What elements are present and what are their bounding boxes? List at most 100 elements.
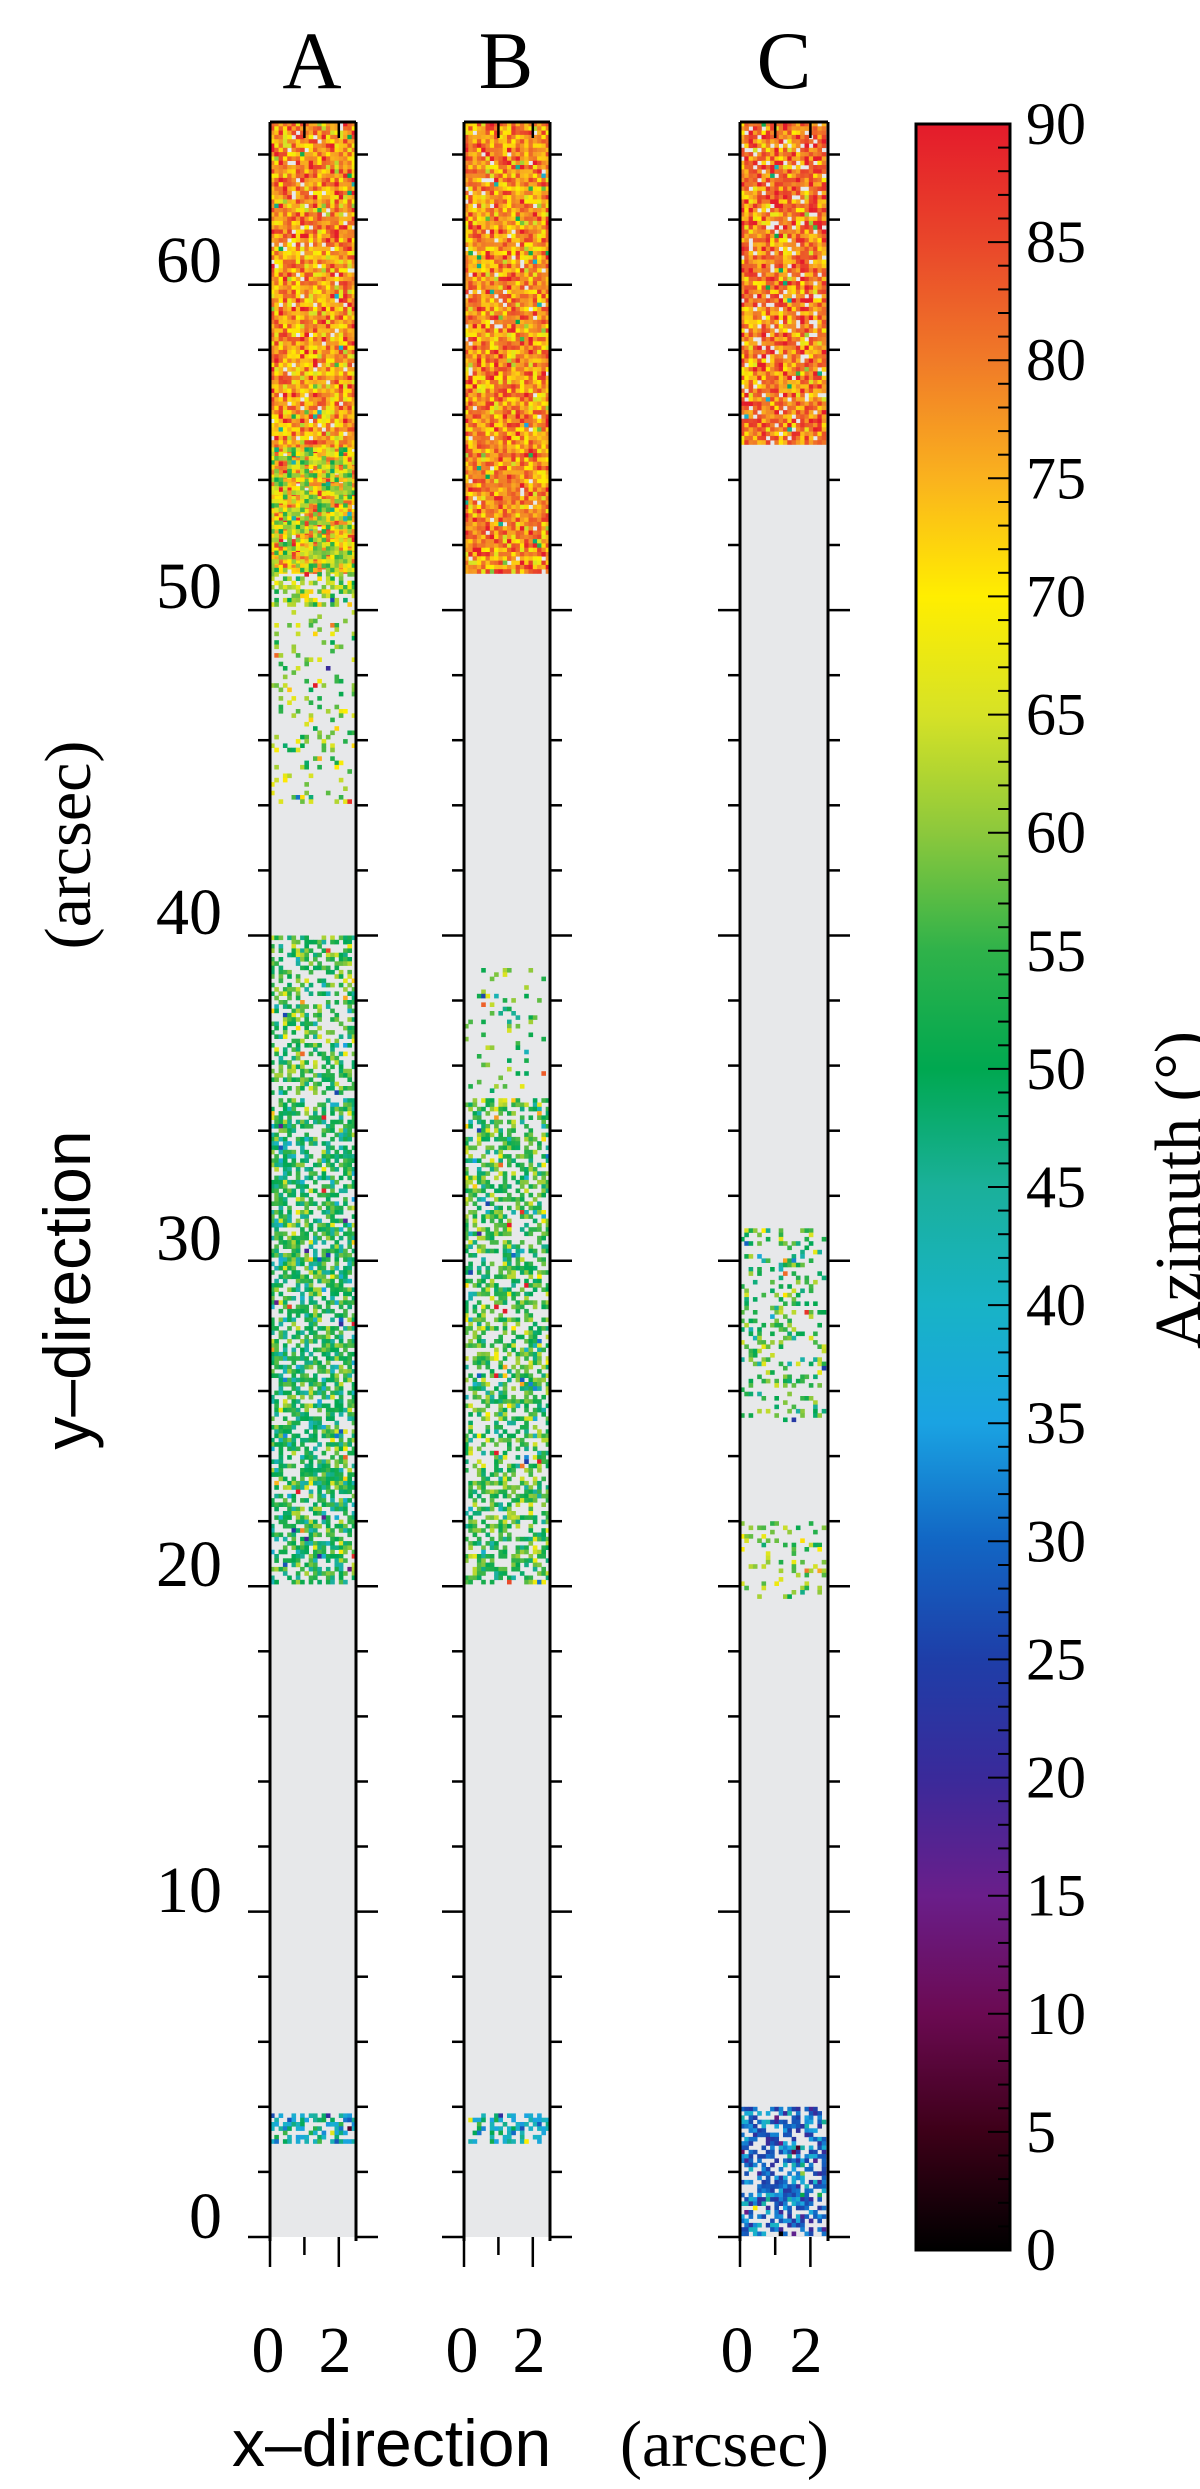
map-cell [278,263,284,269]
map-cell [304,362,309,368]
map-cell [308,1197,314,1202]
map-cell [300,2113,305,2118]
map-cell [338,1390,344,1396]
map-cell [308,1321,314,1327]
map-cell [317,1420,322,1426]
map-cell [300,1274,305,1280]
map-cell [347,559,352,564]
map-cell [274,311,279,316]
map-cell [295,1433,301,1439]
map-cell [338,255,344,260]
map-cell [291,444,297,450]
map-cell [295,1287,301,1292]
map-cell [511,147,516,153]
map-cell [313,444,318,450]
map-cell [347,315,352,321]
map-cell [351,332,357,338]
map-cell [334,354,340,359]
map-cell [347,1132,352,1138]
map-cell [295,1222,301,1228]
map-cell [330,311,335,316]
map-cell [291,1541,297,1546]
map-cell [282,1485,288,1490]
map-cell [270,431,275,437]
map-cell [317,302,322,308]
map-cell [304,1149,309,1155]
map-cell [274,567,279,573]
map-cell [282,427,288,432]
map-cell [321,1463,327,1469]
map-cell [338,1304,344,1310]
map-cell [347,1498,352,1503]
map-cell [330,238,335,243]
map-cell [334,490,340,495]
map-cell [338,2130,344,2136]
map-cell [278,1115,284,1120]
map-cell [330,285,335,290]
map-cell [274,1008,279,1014]
map-cell [545,177,551,183]
map-cell [287,995,292,1001]
map-cell [532,160,538,166]
map-cell [304,1192,309,1198]
map-cell [343,263,348,269]
map-cell [287,1253,292,1258]
map-cell [541,165,546,170]
map-cell [532,233,538,239]
map-cell [347,380,352,385]
map-cell [334,195,340,200]
map-cell [270,1468,275,1473]
map-cell [308,1523,314,1529]
map-cell [295,537,301,543]
map-cell [489,130,495,136]
map-cell [295,1171,301,1176]
map-cell [347,534,352,540]
map-cell [321,939,327,945]
map-cell [347,1412,352,1417]
map-cell [291,1231,297,1237]
map-cell [485,186,491,192]
map-cell [274,564,279,570]
map-cell [317,453,322,458]
map-cell [343,995,348,1001]
map-cell [278,1145,284,1151]
map-cell [515,195,521,200]
map-cell [291,418,297,424]
map-cell [464,242,469,247]
map-cell [317,122,322,127]
map-cell [511,182,516,187]
map-cell [330,507,335,513]
map-cell [330,496,335,501]
map-cell [287,216,292,222]
map-cell [300,1184,305,1189]
map-cell [278,1493,284,1499]
map-cell [300,1000,305,1005]
map-cell [282,486,288,491]
map-cell [528,156,534,161]
map-cell [338,520,344,526]
map-cell [278,405,284,411]
map-cell [291,1394,297,1400]
map-cell [347,457,352,462]
map-cell [537,225,542,230]
map-cell [287,2134,292,2140]
map-cell [325,1463,331,1469]
map-cell [330,401,335,407]
map-cell [330,1326,335,1331]
map-cell [351,367,357,372]
map-cell [334,1347,340,1353]
map-cell [481,212,486,217]
map-cell [295,464,301,470]
map-cell [274,431,279,437]
map-cell [282,263,288,269]
map-cell [351,1248,357,1254]
map-cell [291,520,297,526]
map-cell [308,1554,314,1559]
map-cell [287,1154,292,1159]
map-cell [300,302,305,308]
map-cell [317,491,322,497]
map-cell [338,470,344,475]
map-cell [308,1403,314,1409]
map-cell [472,126,478,131]
map-cell [347,225,352,230]
